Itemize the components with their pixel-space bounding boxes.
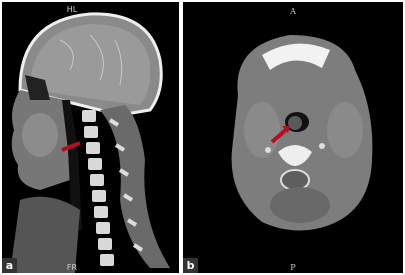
posterior-muscles [270,187,330,223]
panel-label: a [6,259,13,272]
spinous-processes [108,118,144,252]
spinal-canal [280,169,310,191]
vertebra [278,145,312,166]
top-marker: A [289,7,296,16]
lesion [288,116,302,130]
sinus [25,75,50,100]
panel-b: A P b [183,2,403,273]
arrow [61,141,81,152]
vessel-left [265,147,271,153]
neck-section [231,35,373,231]
vessel-right [319,143,325,149]
panel-label-box [2,258,17,273]
top-marker: HL [67,5,78,14]
panel-a: HL FR a [2,2,179,273]
airway [62,100,82,230]
vertebrae [82,110,114,266]
chest [10,196,80,273]
arrow [270,126,290,144]
bottom-marker: FR [67,263,78,272]
mandible [262,43,330,70]
muscle-right [327,102,363,158]
muscle-left [244,102,280,158]
tongue [22,113,58,157]
vessels [59,34,123,86]
bottom-marker: P [290,263,296,272]
panel-label-box [183,258,198,273]
arrow-head [282,126,290,133]
panel-label: b [187,259,195,272]
